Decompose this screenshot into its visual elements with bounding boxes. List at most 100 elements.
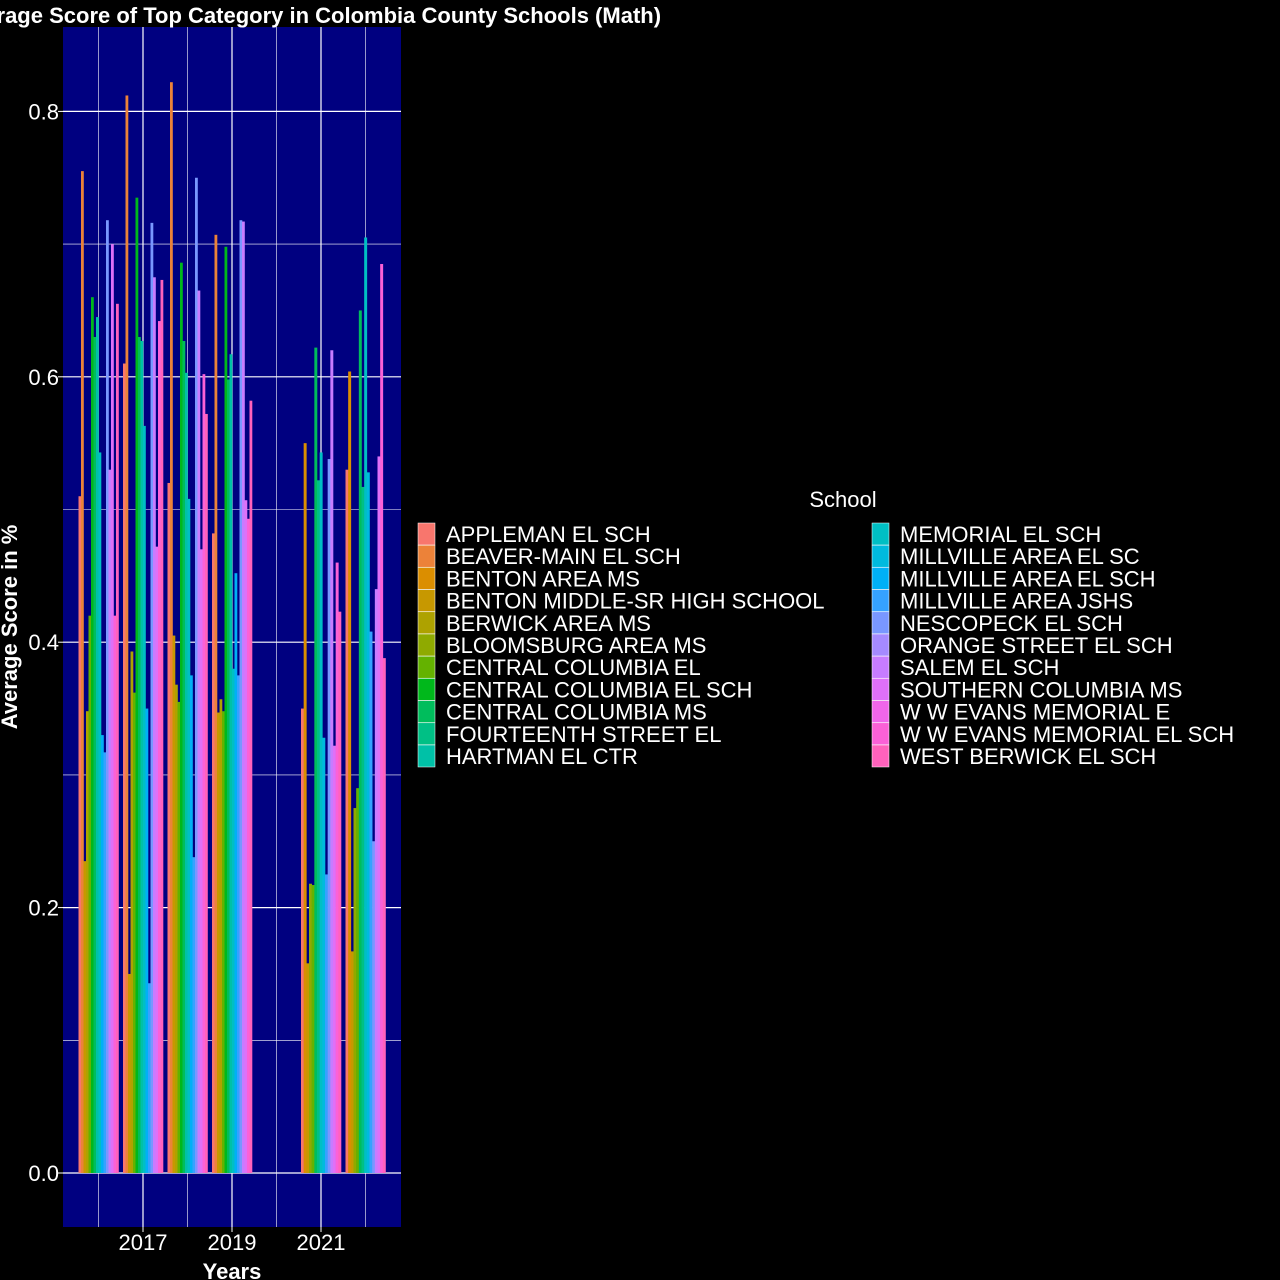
- bar: [96, 317, 99, 1174]
- bar: [227, 379, 230, 1174]
- bar: [160, 279, 164, 1174]
- bar: [311, 885, 315, 1173]
- bar: [333, 745, 336, 1173]
- x-tick-label: 2021: [297, 1230, 346, 1255]
- bar: [306, 963, 310, 1173]
- bar: [364, 237, 368, 1174]
- y-tick-label: 0.0: [28, 1161, 59, 1186]
- bar: [130, 651, 134, 1173]
- bar: [101, 735, 104, 1173]
- bar: [322, 737, 326, 1173]
- bar: [247, 518, 250, 1173]
- bar: [338, 611, 342, 1173]
- x-axis-label: Years: [203, 1259, 262, 1280]
- y-tick-label: 0.4: [28, 630, 59, 655]
- legend-label: BENTON MIDDLE-SR HIGH SCHOOL: [446, 589, 825, 614]
- bar: [380, 264, 384, 1173]
- bar: [111, 244, 114, 1174]
- legend-label: CENTRAL COLUMBIA MS: [446, 700, 707, 725]
- bar: [91, 297, 94, 1173]
- bar: [133, 692, 136, 1173]
- legend-key: [417, 744, 436, 768]
- bar-group: [78, 82, 386, 1174]
- bar: [319, 452, 323, 1174]
- bar: [214, 234, 218, 1173]
- bar: [128, 973, 131, 1173]
- bar: [244, 500, 248, 1173]
- legend-key: [417, 567, 436, 590]
- bar: [200, 549, 203, 1173]
- legend-label: W W EVANS MEMORIAL EL SCH: [900, 722, 1234, 747]
- legend-label: WEST BERWICK EL SCH: [900, 744, 1156, 769]
- bar: [172, 635, 176, 1173]
- bar: [345, 469, 349, 1173]
- bar: [239, 220, 243, 1174]
- bar: [175, 684, 178, 1173]
- bar: [106, 220, 109, 1174]
- bar: [123, 363, 126, 1173]
- legend-key: [871, 589, 890, 612]
- bar: [327, 459, 331, 1174]
- legend-label: NESCOPECK EL SCH: [900, 611, 1123, 636]
- legend-key: [871, 544, 890, 568]
- legend-label: W W EVANS MEMORIAL E: [900, 700, 1170, 725]
- bar: [98, 452, 102, 1174]
- y-tick-label: 0.8: [28, 99, 59, 124]
- bar: [148, 983, 151, 1173]
- legend-key: [417, 678, 436, 701]
- bar: [187, 498, 191, 1173]
- legend-label: SOUTHERN COLUMBIA MS: [900, 677, 1182, 702]
- chart-title: Average Score of Top Category in Colombi…: [0, 3, 661, 28]
- bar: [167, 482, 171, 1174]
- legend-key: [417, 589, 436, 612]
- legend-label: BENTON AREA MS: [446, 566, 640, 591]
- bar: [190, 675, 193, 1173]
- bar: [116, 303, 119, 1173]
- bar: [222, 711, 225, 1173]
- bar: [356, 788, 360, 1173]
- bar: [229, 354, 233, 1174]
- bar: [325, 874, 328, 1173]
- legend-label: MILLVILLE AREA JSHS: [900, 589, 1133, 614]
- bar: [195, 177, 198, 1173]
- bar: [361, 486, 365, 1173]
- legend-label: SALEM EL SCH: [900, 655, 1059, 680]
- bar: [353, 808, 357, 1173]
- bar: [135, 197, 139, 1173]
- bar: [145, 708, 149, 1173]
- legend-label: MILLVILLE AREA EL SC: [900, 544, 1140, 569]
- bar: [202, 374, 206, 1173]
- legend-key: [417, 522, 436, 546]
- x-axis-ticks: 2017 2019 2021: [119, 1227, 346, 1255]
- bar: [140, 340, 144, 1173]
- bar: [86, 711, 89, 1173]
- legend-key: [871, 633, 890, 657]
- bar: [170, 82, 173, 1173]
- x-tick-label: 2019: [208, 1230, 257, 1255]
- legend-label: BEAVER-MAIN EL SCH: [446, 544, 681, 569]
- bar: [197, 290, 201, 1173]
- bar: [237, 675, 240, 1173]
- bar: [212, 533, 215, 1173]
- legend-key: [417, 700, 436, 723]
- bar: [78, 496, 82, 1174]
- bar: [232, 668, 235, 1173]
- bar: [317, 480, 320, 1173]
- y-axis-label: Average Score in %: [0, 525, 22, 730]
- legend-key: [871, 522, 890, 546]
- legend-label: CENTRAL COLUMBIA EL SCH: [446, 677, 752, 702]
- legend-label: BERWICK AREA MS: [446, 611, 651, 636]
- bar: [374, 589, 378, 1173]
- bar: [153, 277, 156, 1173]
- bar: [242, 221, 245, 1173]
- legend-key: [871, 722, 890, 746]
- bar: [88, 615, 92, 1173]
- bar: [309, 883, 312, 1173]
- bar: [301, 708, 304, 1173]
- bar: [330, 350, 334, 1173]
- legend-key: [871, 611, 890, 635]
- bar: [382, 658, 386, 1173]
- legend-label: ORANGE STREET EL SCH: [900, 633, 1173, 658]
- bar: [372, 841, 376, 1173]
